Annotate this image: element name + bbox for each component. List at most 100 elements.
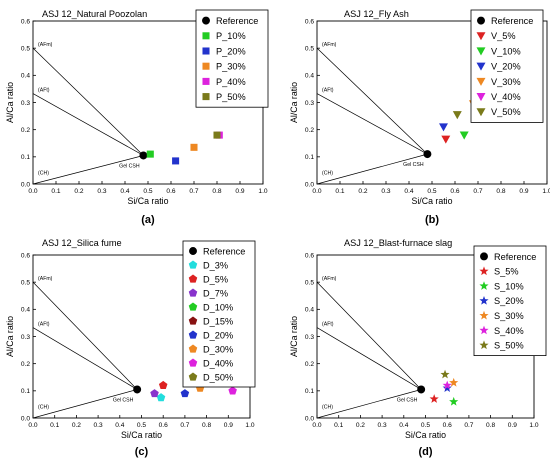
x-tick-label: 0.4 bbox=[120, 188, 129, 195]
afm-tie-line bbox=[316, 47, 428, 155]
x-tick-label: 0.5 bbox=[421, 422, 430, 429]
x-tick-label: 0.5 bbox=[143, 188, 152, 195]
panel-label: (b) bbox=[425, 214, 439, 226]
y-axis-label: Al/Ca ratio bbox=[289, 316, 299, 357]
legend-entry: S_40% bbox=[494, 326, 524, 336]
x-axis-label: Si/Ca ratio bbox=[405, 430, 446, 440]
data-point bbox=[429, 394, 439, 403]
legend-entry: Reference bbox=[203, 246, 245, 256]
legend-entry: S_50% bbox=[494, 341, 524, 351]
legend-marker bbox=[188, 288, 198, 297]
legend-marker bbox=[202, 47, 210, 55]
annotation-gel-csh: Gel CSH bbox=[113, 397, 134, 403]
legend-entry: D_3% bbox=[203, 260, 228, 270]
x-tick-label: 0.3 bbox=[381, 188, 390, 195]
x-tick-label: 0.7 bbox=[473, 188, 482, 195]
legend-marker bbox=[188, 260, 198, 269]
y-tick-label: 0.3 bbox=[21, 100, 30, 107]
afm-tie-line bbox=[316, 281, 422, 390]
legend-entry: D_50% bbox=[203, 372, 233, 382]
x-tick-label: 0.3 bbox=[97, 188, 106, 195]
afm-tie-line bbox=[32, 281, 138, 390]
x-tick-label: 0.0 bbox=[28, 422, 37, 429]
x-tick-label: 0.3 bbox=[378, 422, 387, 429]
y-tick-label: 0.2 bbox=[21, 361, 30, 368]
legend-marker bbox=[188, 330, 198, 339]
annotation-afm: (AFm) bbox=[38, 42, 53, 48]
legend-entry: Reference bbox=[216, 16, 258, 26]
chart-title: ASJ 12_Fly Ash bbox=[344, 9, 409, 19]
y-tick-label: 0.3 bbox=[305, 100, 314, 107]
annotation-aft: (AFt) bbox=[322, 88, 334, 94]
legend-entry: P_30% bbox=[216, 62, 246, 72]
ch-tie-line bbox=[32, 155, 144, 185]
ch-tie-line bbox=[316, 153, 428, 185]
legend-marker bbox=[188, 316, 198, 325]
legend-marker bbox=[189, 247, 197, 255]
chart-panel-3: 0.0 0.1 0.2 0.3 0.4 0.5 0.6 0.7 0.8 0.9 1.0 0.0 0.1 0… bbox=[5, 238, 256, 458]
legend-marker bbox=[202, 93, 210, 101]
aft-tie-line bbox=[316, 93, 428, 155]
legend-entry: P_40% bbox=[216, 77, 246, 87]
x-tick-label: 0.2 bbox=[74, 188, 83, 195]
annotation-afm: (AFm) bbox=[38, 276, 53, 282]
annotation-afm: (AFm) bbox=[322, 42, 337, 48]
legend-marker bbox=[476, 62, 486, 71]
legend-entry: P_10% bbox=[216, 31, 246, 41]
x-axis-label: Si/Ca ratio bbox=[411, 196, 452, 206]
y-tick-label: 0.6 bbox=[305, 252, 314, 259]
x-tick-label: 1.0 bbox=[258, 188, 267, 195]
legend-entry: D_5% bbox=[203, 274, 228, 284]
x-tick-label: 0.8 bbox=[486, 422, 495, 429]
legend-marker bbox=[479, 296, 489, 305]
y-tick-label: 0.1 bbox=[21, 154, 30, 161]
legend-marker bbox=[202, 32, 210, 40]
y-tick-label: 0.5 bbox=[305, 279, 314, 286]
legend-marker bbox=[479, 325, 489, 335]
x-tick-label: 0.2 bbox=[358, 188, 367, 195]
data-point bbox=[441, 135, 451, 144]
x-tick-label: 0.9 bbox=[508, 422, 517, 429]
y-tick-label: 0.0 bbox=[21, 181, 30, 188]
annotation-aft: (AFt) bbox=[322, 322, 334, 328]
data-point bbox=[440, 369, 450, 379]
legend-entry: S_10% bbox=[494, 281, 524, 291]
data-point bbox=[172, 157, 180, 165]
y-tick-label: 0.6 bbox=[21, 18, 30, 25]
y-tick-label: 0.5 bbox=[21, 45, 30, 52]
data-point bbox=[213, 131, 221, 139]
annotation-aft: (AFt) bbox=[38, 322, 50, 328]
data-point bbox=[439, 123, 448, 132]
legend-entry: V_30% bbox=[491, 77, 521, 87]
legend-marker bbox=[480, 252, 488, 261]
y-tick-label: 0.1 bbox=[305, 154, 314, 161]
y-tick-label: 0.3 bbox=[21, 334, 30, 341]
legend-marker bbox=[476, 108, 486, 117]
x-tick-label: 0.9 bbox=[519, 188, 528, 195]
legend-entry: S_20% bbox=[494, 296, 524, 306]
annotation-ch: (CH) bbox=[38, 404, 49, 410]
legend-entry: D_40% bbox=[203, 358, 233, 368]
data-point bbox=[228, 386, 237, 395]
x-tick-label: 0.0 bbox=[312, 422, 321, 429]
panel-label: (d) bbox=[418, 446, 432, 458]
x-tick-label: 0.6 bbox=[166, 188, 175, 195]
y-tick-label: 0.4 bbox=[305, 73, 314, 80]
annotation-aft: (AFt) bbox=[38, 88, 50, 94]
legend-marker bbox=[479, 310, 489, 320]
data-point bbox=[442, 380, 452, 390]
y-tick-label: 0.6 bbox=[21, 252, 30, 259]
y-tick-label: 0.0 bbox=[305, 415, 314, 422]
y-axis-label: Al/Ca ratio bbox=[5, 82, 15, 123]
x-axis-label: Si/Ca ratio bbox=[127, 196, 168, 206]
data-point bbox=[190, 143, 198, 151]
chart-title: ASJ 12_Natural Poozolan bbox=[42, 9, 147, 19]
legend-marker bbox=[476, 32, 486, 41]
x-tick-label: 0.8 bbox=[202, 422, 211, 429]
legend-entry: D_10% bbox=[203, 302, 233, 312]
x-tick-label: 0.5 bbox=[427, 188, 436, 195]
data-point bbox=[180, 389, 190, 398]
y-tick-label: 0.2 bbox=[21, 127, 30, 134]
legend-entry: D_7% bbox=[203, 288, 228, 298]
legend-marker bbox=[188, 358, 198, 367]
